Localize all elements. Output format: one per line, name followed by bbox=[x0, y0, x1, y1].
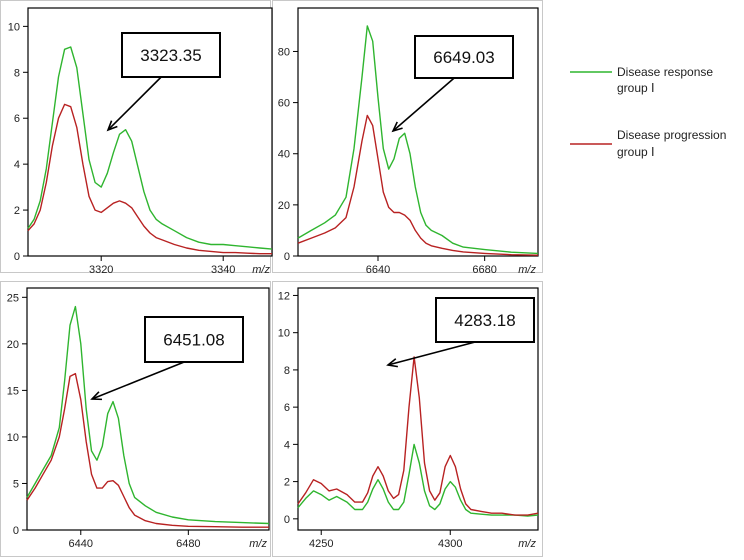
x-tick-label: 6640 bbox=[366, 264, 390, 276]
peak-arrowhead bbox=[386, 358, 398, 368]
series-line-progression bbox=[27, 103, 272, 255]
y-tick-label: 8 bbox=[284, 365, 290, 377]
y-tick-label: 8 bbox=[14, 67, 20, 79]
series-line-response bbox=[297, 443, 539, 517]
x-tick-label: 3320 bbox=[89, 264, 113, 276]
y-tick-label: 10 bbox=[8, 21, 20, 33]
legend-label-response-line2: group Ⅰ bbox=[617, 81, 655, 95]
peak-label-box bbox=[121, 32, 221, 78]
y-tick-label: 12 bbox=[278, 290, 290, 302]
y-tick-label: 60 bbox=[278, 98, 290, 110]
series-line-progression bbox=[297, 114, 539, 256]
y-tick-label: 2 bbox=[14, 205, 20, 217]
y-tick-label: 15 bbox=[7, 385, 19, 397]
x-axis-label: m/z bbox=[249, 538, 267, 550]
x-axis-label: m/z bbox=[518, 538, 536, 550]
y-tick-label: 6 bbox=[284, 402, 290, 414]
peak-arrow bbox=[91, 361, 185, 400]
peak-label-box bbox=[435, 297, 535, 343]
peak-label-box bbox=[144, 316, 244, 363]
legend: Disease response group Ⅰ Disease progres… bbox=[570, 65, 726, 159]
spectrum-panel-1: 0 2 4 6 8 10 3320 3340 m/z 3323.35 bbox=[8, 7, 273, 276]
spectrum-panel-2: 0 20 40 60 80 6640 6680 m/z 6649.03 bbox=[278, 7, 539, 276]
peak-arrow bbox=[392, 77, 455, 132]
peak-arrowhead bbox=[90, 391, 103, 401]
y-tick-label: 0 bbox=[284, 514, 290, 526]
y-tick-label: 10 bbox=[7, 432, 19, 444]
y-tick-label: 2 bbox=[284, 477, 290, 489]
legend-label-progression-line2: group Ⅰ bbox=[617, 145, 655, 159]
y-tick-label: 4 bbox=[14, 159, 20, 171]
y-tick-label: 0 bbox=[13, 525, 19, 537]
peak-label: 6451.08 bbox=[163, 331, 224, 350]
peak-label: 6649.03 bbox=[433, 48, 494, 67]
y-tick-label: 6 bbox=[14, 113, 20, 125]
y-tick-label: 80 bbox=[278, 46, 290, 58]
x-tick-label: 6680 bbox=[472, 264, 496, 276]
y-tick-label: 20 bbox=[7, 339, 19, 351]
peak-label: 3323.35 bbox=[140, 46, 201, 65]
peak-arrow bbox=[107, 76, 162, 131]
spectrum-panel-4: 0 2 4 6 8 10 12 4250 4300 m/z 4283.18 bbox=[278, 287, 539, 550]
peak-arrow bbox=[387, 341, 476, 366]
panel-frame bbox=[0, 281, 271, 557]
y-tick-label: 0 bbox=[284, 251, 290, 263]
y-tick-label: 4 bbox=[284, 439, 290, 451]
y-tick-label: 40 bbox=[278, 149, 290, 161]
x-tick-label: 4300 bbox=[438, 538, 462, 550]
peak-arrowhead bbox=[106, 120, 118, 132]
x-tick-label: 4250 bbox=[309, 538, 333, 550]
peak-arrowhead bbox=[391, 121, 403, 133]
x-axis-label: m/z bbox=[252, 264, 270, 276]
y-tick-label: 10 bbox=[278, 328, 290, 340]
series-line-progression bbox=[297, 356, 539, 516]
series-line-progression bbox=[26, 372, 269, 528]
x-tick-label: 3340 bbox=[211, 264, 235, 276]
legend-label-response-line1: Disease response bbox=[617, 65, 713, 79]
legend-label-progression-line1: Disease progression bbox=[617, 128, 726, 142]
panel-frame bbox=[272, 281, 543, 557]
series-line-response bbox=[27, 46, 273, 250]
y-tick-label: 0 bbox=[14, 251, 20, 263]
y-tick-label: 20 bbox=[278, 200, 290, 212]
y-tick-label: 5 bbox=[13, 478, 19, 490]
peak-label: 4283.18 bbox=[454, 311, 515, 330]
y-tick-label: 25 bbox=[7, 292, 19, 304]
series-line-response bbox=[26, 305, 270, 525]
x-tick-label: 6480 bbox=[176, 538, 200, 550]
x-tick-label: 6440 bbox=[69, 538, 93, 550]
x-axis-label: m/z bbox=[518, 264, 536, 276]
peak-label-box bbox=[414, 35, 514, 79]
series-line-response bbox=[297, 25, 539, 255]
spectrum-panel-3: 0 5 10 15 20 25 6440 6480 m/z 6451.08 bbox=[7, 287, 270, 550]
